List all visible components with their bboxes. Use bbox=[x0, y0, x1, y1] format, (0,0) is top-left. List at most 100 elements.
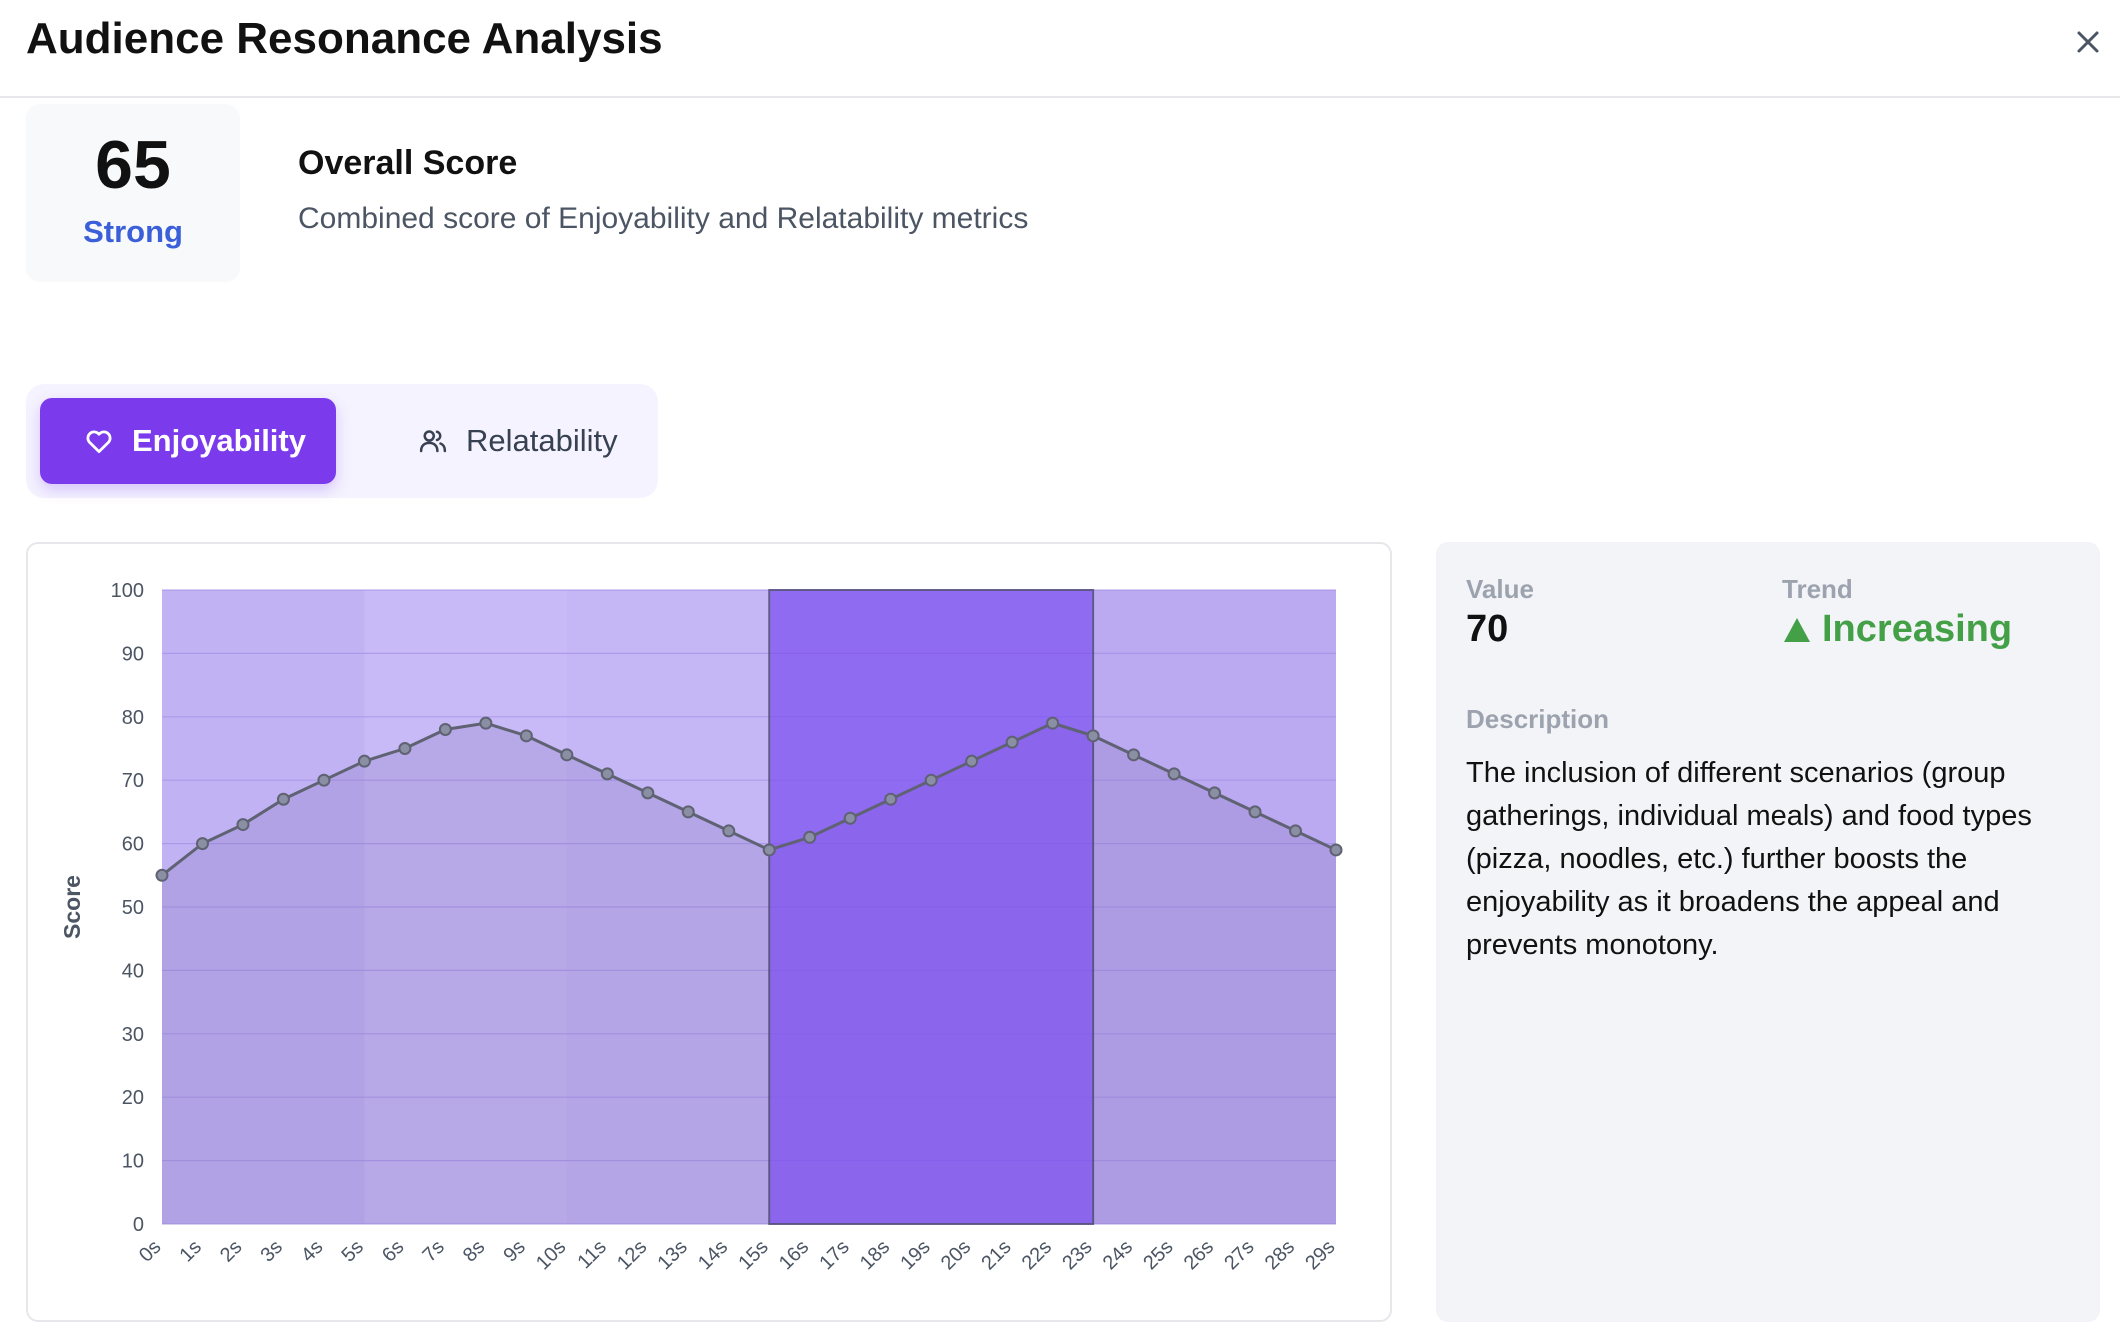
y-axis-label: Score bbox=[59, 875, 85, 939]
x-tick-label: 25s bbox=[1139, 1236, 1177, 1274]
x-tick-label: 18s bbox=[856, 1236, 894, 1274]
x-tick-label: 21s bbox=[977, 1236, 1015, 1274]
data-point bbox=[762, 843, 776, 857]
y-tick-label: 60 bbox=[122, 834, 144, 856]
y-tick-label: 100 bbox=[111, 580, 144, 602]
data-point bbox=[155, 868, 169, 882]
modal-title: Audience Resonance Analysis bbox=[26, 14, 663, 63]
x-tick-label: 6s bbox=[378, 1236, 408, 1266]
x-tick-label: 23s bbox=[1058, 1236, 1096, 1274]
data-point bbox=[843, 811, 857, 825]
x-tick-label: 26s bbox=[1180, 1236, 1218, 1274]
modal-header: Audience Resonance Analysis bbox=[0, 0, 2120, 98]
x-tick-label: 8s bbox=[459, 1236, 489, 1266]
data-point bbox=[276, 792, 290, 806]
value-label: Value bbox=[1466, 574, 1534, 604]
x-tick-label: 1s bbox=[176, 1236, 206, 1266]
data-point bbox=[965, 754, 979, 768]
data-point bbox=[1046, 716, 1060, 730]
trend-value: Increasing bbox=[1822, 608, 2013, 650]
data-point bbox=[681, 805, 695, 819]
description-label: Description bbox=[1466, 704, 1610, 734]
tab-enjoyability[interactable]: Enjoyability bbox=[40, 398, 336, 484]
data-point bbox=[1329, 843, 1343, 857]
close-icon[interactable] bbox=[2066, 20, 2110, 64]
users-icon bbox=[419, 430, 447, 453]
x-tick-label: 5s bbox=[337, 1236, 367, 1266]
tab-label: Enjoyability bbox=[132, 423, 306, 458]
data-point bbox=[357, 754, 371, 768]
data-point bbox=[1289, 824, 1303, 838]
y-tick-label: 10 bbox=[122, 1151, 144, 1173]
data-point bbox=[1086, 729, 1100, 743]
x-tick-label: 12s bbox=[613, 1236, 651, 1274]
trend-indicator: Increasing bbox=[1782, 608, 2012, 651]
x-tick-label: 17s bbox=[815, 1236, 853, 1274]
y-tick-label: 30 bbox=[122, 1024, 144, 1046]
overall-score-description: Combined score of Enjoyability and Relat… bbox=[298, 202, 1029, 235]
y-tick-label: 80 bbox=[122, 707, 144, 729]
value-text: 70 bbox=[1466, 608, 1509, 650]
data-point bbox=[519, 729, 533, 743]
data-point bbox=[803, 830, 817, 844]
tab-label: Relatability bbox=[466, 423, 618, 458]
data-point bbox=[317, 773, 331, 787]
x-tick-label: 14s bbox=[694, 1236, 732, 1274]
data-point bbox=[560, 748, 574, 762]
x-tick-label: 9s bbox=[499, 1236, 529, 1266]
data-point bbox=[1005, 735, 1019, 749]
x-tick-label: 13s bbox=[653, 1236, 691, 1274]
overall-score-card: 65 Strong bbox=[26, 104, 240, 282]
data-point bbox=[924, 773, 938, 787]
data-point bbox=[641, 786, 655, 800]
x-tick-label: 27s bbox=[1220, 1236, 1258, 1274]
heart-icon bbox=[86, 430, 112, 453]
overall-score-title: Overall Score bbox=[298, 144, 518, 182]
metric-tabs: Enjoyability Relatability bbox=[26, 384, 658, 498]
trend-label: Trend bbox=[1782, 574, 1853, 604]
data-point bbox=[438, 722, 452, 736]
data-point bbox=[195, 837, 209, 851]
x-tick-label: 24s bbox=[1099, 1236, 1137, 1274]
data-point bbox=[1127, 748, 1141, 762]
y-tick-label: 90 bbox=[122, 643, 144, 665]
description-text: The inclusion of different scenarios (gr… bbox=[1466, 757, 2032, 961]
details-panel: Value 70 Trend Increasing Description Th… bbox=[1436, 542, 2100, 1322]
y-tick-label: 40 bbox=[122, 960, 144, 982]
score-chart: 0 10 20 30 40 50 60 70 80 90 100 0s 1s 2s 3s 4s 5s 6s 7s 8s… bbox=[26, 542, 1392, 1322]
y-tick-label: 20 bbox=[122, 1087, 144, 1109]
overall-score-rating: Strong bbox=[83, 214, 183, 249]
data-point bbox=[1248, 805, 1262, 819]
x-tick-label: 29s bbox=[1301, 1236, 1339, 1274]
data-point bbox=[1167, 767, 1181, 781]
data-point bbox=[600, 767, 614, 781]
x-tick-label: 3s bbox=[256, 1236, 286, 1266]
y-tick-label: 0 bbox=[133, 1214, 144, 1236]
y-tick-label: 70 bbox=[122, 770, 144, 792]
overall-score-value: 65 bbox=[95, 127, 171, 203]
data-point bbox=[1208, 786, 1222, 800]
data-point bbox=[722, 824, 736, 838]
x-tick-label: 19s bbox=[896, 1236, 934, 1274]
series-line bbox=[161, 721, 1337, 877]
x-tick-label: 11s bbox=[574, 1236, 611, 1273]
data-point bbox=[479, 716, 493, 730]
x-tick-label: 0s bbox=[135, 1236, 165, 1266]
x-tick-label: 28s bbox=[1261, 1236, 1299, 1274]
x-tick-label: 16s bbox=[775, 1236, 813, 1274]
highlight-range bbox=[768, 589, 1095, 1225]
x-tick-label: 15s bbox=[734, 1236, 772, 1274]
score-chart-svg: 0 10 20 30 40 50 60 70 80 90 100 0s 1s 2s 3s 4s 5s 6s 7s 8s… bbox=[59, 580, 1343, 1274]
data-point bbox=[236, 818, 250, 832]
x-tick-label: 2s bbox=[216, 1236, 246, 1266]
x-tick-label: 10s bbox=[532, 1236, 570, 1274]
x-tick-label: 20s bbox=[937, 1236, 975, 1274]
data-point bbox=[884, 792, 898, 806]
x-tick-label: 4s bbox=[297, 1236, 327, 1266]
x-tick-label: 22s bbox=[1018, 1236, 1056, 1274]
y-tick-label: 50 bbox=[122, 897, 144, 919]
x-tick-label: 7s bbox=[418, 1236, 448, 1266]
tab-relatability[interactable]: Relatability bbox=[386, 398, 636, 484]
triangle-up-icon bbox=[1784, 617, 1810, 642]
data-point bbox=[398, 742, 412, 755]
